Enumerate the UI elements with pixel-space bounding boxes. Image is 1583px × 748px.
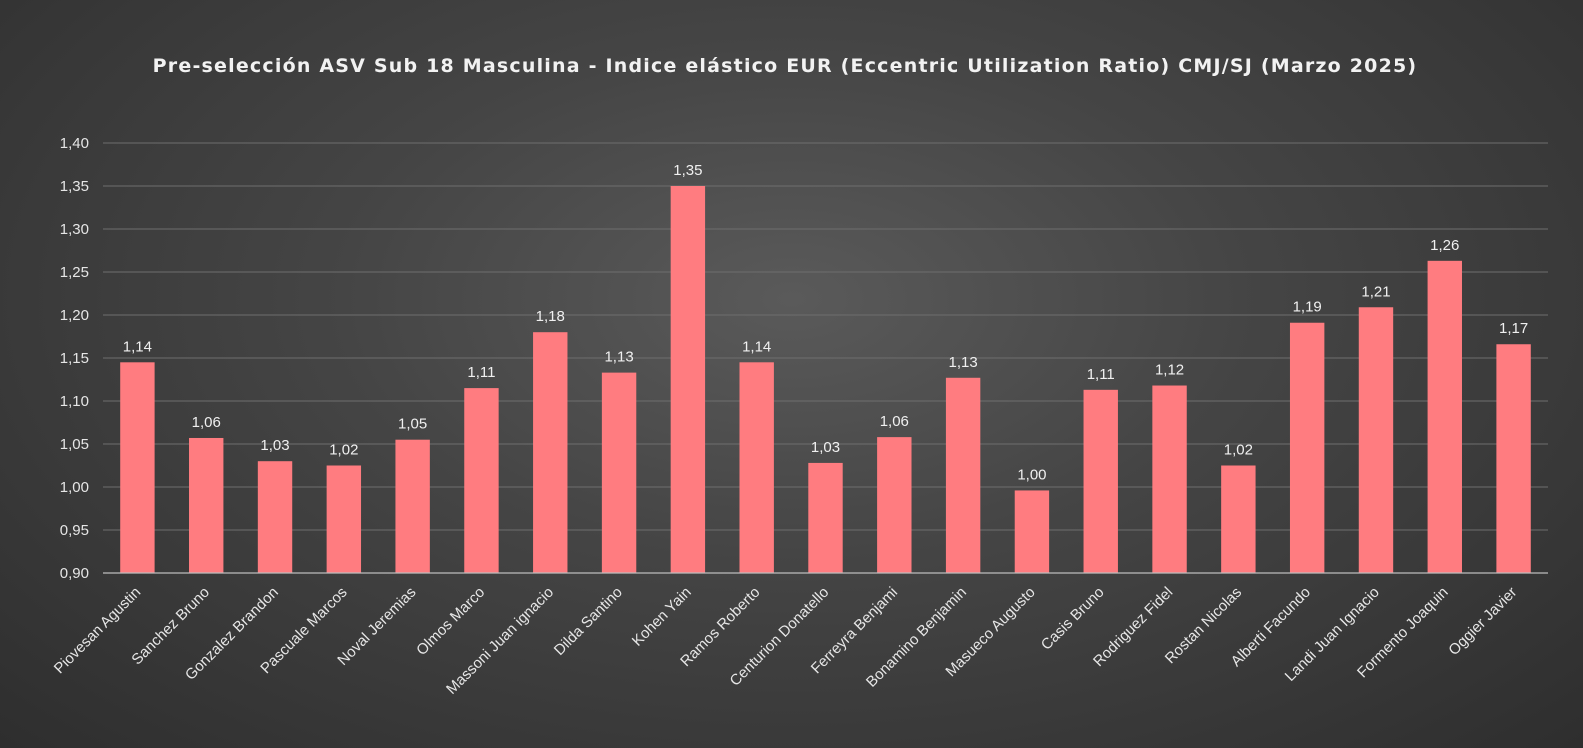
- y-tick-label: 1,35: [60, 178, 89, 195]
- data-label: 1,03: [811, 439, 840, 456]
- data-label: 1,19: [1293, 299, 1322, 316]
- data-label: 1,26: [1430, 237, 1459, 254]
- data-label: 1,11: [1087, 366, 1115, 383]
- data-label: 1,14: [123, 338, 152, 355]
- data-label: 1,05: [398, 416, 427, 433]
- y-tick-label: 1,10: [60, 393, 89, 410]
- data-label: 1,06: [880, 413, 909, 430]
- data-label: 1,35: [673, 162, 702, 179]
- bar: [464, 388, 499, 573]
- y-tick-label: 1,00: [60, 479, 89, 496]
- data-label: 1,12: [1155, 362, 1184, 379]
- data-label: 1,02: [329, 442, 358, 459]
- y-tick-label: 1,25: [60, 264, 89, 281]
- bar: [189, 437, 224, 573]
- data-label: 1,17: [1499, 320, 1528, 337]
- x-tick-label: Olmos Marco: [413, 584, 488, 659]
- bar: [120, 362, 155, 573]
- bar: [257, 461, 293, 573]
- bar: [1083, 389, 1118, 573]
- data-labels: 1,14 1,06 1,03 1,02 1,05 1,11 1,18 1,13 1,35 1,14…: [123, 162, 1528, 483]
- bar: [395, 439, 430, 573]
- data-label: 1,18: [536, 308, 565, 325]
- bar: [808, 462, 843, 573]
- y-axis-ticks: 0,90 0,95 1,00 1,05 1,10 1,15 1,20 1,25 1,30 1,35…: [60, 135, 89, 582]
- bar: [739, 362, 774, 573]
- bar: [326, 465, 362, 573]
- x-tick-label: Kohen Yain: [629, 584, 695, 650]
- bar: [601, 372, 637, 573]
- data-label: 1,00: [1017, 466, 1046, 483]
- bar: [533, 332, 568, 573]
- data-label: 1,13: [949, 354, 978, 371]
- data-label: 1,14: [742, 338, 771, 355]
- data-label: 1,13: [604, 349, 633, 366]
- bars: [120, 186, 1531, 573]
- bar: [1289, 322, 1325, 573]
- chart-title: Pre-selección ASV Sub 18 Masculina - Ind…: [153, 55, 1418, 77]
- y-tick-label: 1,15: [60, 350, 89, 367]
- x-tick-label: Dilda Santino: [551, 584, 626, 659]
- bar: [1014, 490, 1050, 573]
- bar: [670, 186, 706, 573]
- y-tick-label: 0,95: [60, 522, 89, 539]
- bar: [1358, 307, 1394, 573]
- bar: [945, 377, 981, 573]
- bar: [1152, 385, 1187, 573]
- bar: [877, 437, 912, 573]
- y-tick-label: 1,40: [60, 135, 89, 152]
- bar: [1221, 465, 1256, 573]
- y-tick-label: 0,90: [60, 565, 89, 582]
- x-tick-label: Piovesan Agustin: [51, 584, 144, 677]
- bar: [1496, 344, 1531, 573]
- y-tick-label: 1,20: [60, 307, 89, 324]
- data-label: 1,21: [1361, 283, 1390, 300]
- data-label: 1,11: [467, 364, 495, 381]
- data-label: 1,02: [1224, 442, 1253, 459]
- x-tick-label: Oggier Javier: [1445, 584, 1520, 659]
- y-tick-label: 1,30: [60, 221, 89, 238]
- x-tick-label: Casis Bruno: [1038, 584, 1108, 654]
- y-tick-label: 1,05: [60, 436, 89, 453]
- data-label: 1,03: [260, 437, 289, 454]
- data-label: 1,06: [192, 414, 221, 431]
- bar: [1427, 260, 1462, 573]
